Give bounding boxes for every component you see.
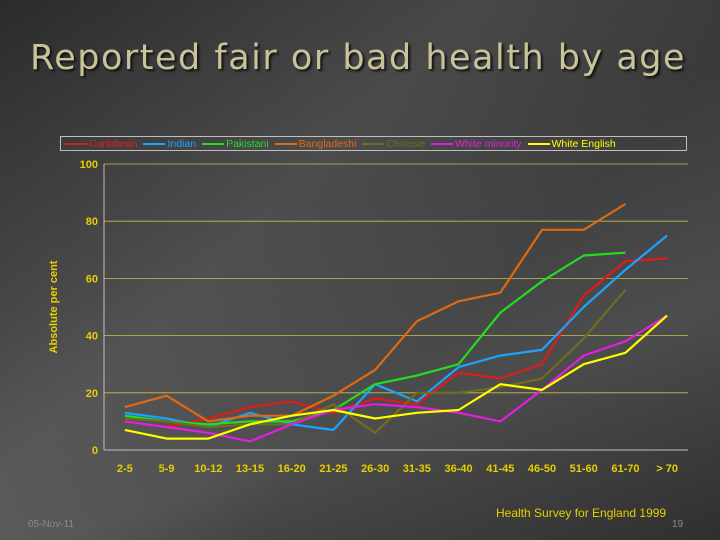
x-tick-label: 13-15: [236, 463, 264, 475]
legend-swatch: [527, 142, 550, 145]
chart-legend: Caribbean Indian Pakistani Bangladeshi Chine…: [60, 136, 687, 151]
legend-label: White English: [551, 137, 616, 150]
legend-swatch: [202, 142, 225, 145]
x-tick-label: 16-20: [278, 463, 306, 475]
series-line-chinese: [124, 289, 627, 434]
slide-title: Reported fair or bad health by age: [30, 38, 687, 78]
legend-swatch: [143, 142, 166, 145]
legend-swatch: [362, 142, 385, 145]
legend-label: Caribbean: [89, 137, 138, 150]
legend-label: Bangladeshi: [298, 137, 357, 150]
y-tick-label: 60: [86, 273, 98, 285]
legend-item-white-english: White English: [527, 137, 616, 150]
series-line-pakistani: [124, 251, 626, 426]
x-tick-label: 2-5: [117, 463, 133, 475]
x-tick-label: 10-12: [194, 463, 222, 475]
y-tick-label: 0: [92, 445, 98, 457]
legend-label: Pakistani: [226, 137, 269, 150]
legend-item-white-minority: White minority: [431, 138, 522, 150]
series-line-white-english: [124, 314, 668, 440]
series-line-caribbean: [124, 257, 668, 429]
x-tick-label: 61-70: [611, 463, 639, 475]
series-line-bangladeshi: [124, 203, 626, 423]
series-line-white-minority: [124, 314, 668, 443]
x-tick-label: 46-50: [528, 463, 556, 475]
x-tick-label: 26-30: [361, 463, 389, 475]
footer-page-number: 19: [672, 519, 684, 530]
x-tick-label: > 70: [656, 463, 678, 475]
x-tick-label: 51-60: [570, 463, 598, 475]
legend-item-chinese: Chinese: [362, 138, 425, 150]
x-tick-label: 36-40: [445, 463, 473, 475]
x-tick-label: 21-25: [319, 463, 347, 475]
footer-date: 05-Nov-11: [28, 519, 74, 530]
legend-swatch: [431, 142, 453, 145]
legend-item-pakistani: Pakistani: [202, 138, 269, 150]
plot-area: [104, 164, 688, 450]
legend-label: White minority: [455, 137, 522, 150]
y-axis-label: Absolute per cent: [48, 260, 60, 353]
source-caption: Health Survey for England 1999: [496, 506, 667, 520]
legend-swatch: [65, 142, 87, 145]
legend-swatch: [274, 142, 297, 145]
x-tick-label: 41-45: [486, 463, 514, 475]
x-tick-label: 5-9: [159, 463, 175, 475]
legend-label: Indian: [167, 137, 197, 150]
y-tick-label: 20: [86, 388, 98, 400]
legend-label: Chinese: [386, 137, 425, 150]
legend-item-bangladeshi: Bangladeshi: [274, 137, 357, 150]
y-tick-label: 80: [86, 216, 98, 228]
legend-item-caribbean: Caribbean: [65, 138, 137, 150]
y-tick-label: 40: [86, 331, 98, 343]
y-tick-label: 100: [80, 159, 98, 171]
legend-item-indian: Indian: [143, 138, 196, 150]
x-tick-label: 31-35: [403, 463, 431, 475]
